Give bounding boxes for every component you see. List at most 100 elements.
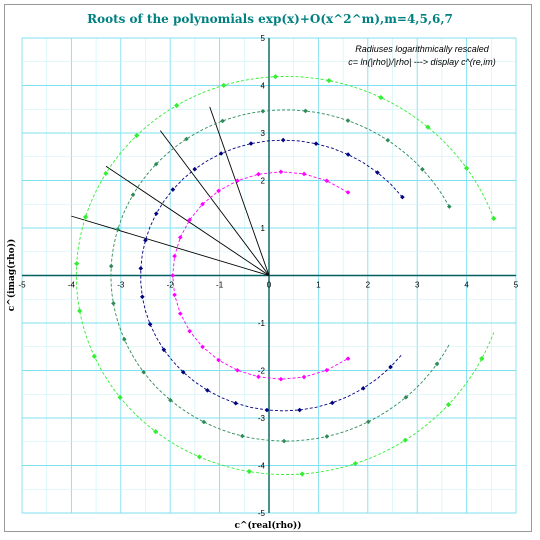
data-point: [345, 118, 351, 123]
data-point: [187, 217, 192, 223]
data-point: [196, 454, 203, 460]
data-point: [326, 78, 332, 84]
data-point: [200, 201, 205, 207]
series-2: [138, 137, 405, 413]
data-point: [140, 294, 145, 300]
y-tick-label: 2: [261, 177, 266, 186]
data-point: [174, 102, 180, 109]
data-point: [479, 356, 485, 362]
x-tick-label: 0: [267, 281, 272, 290]
data-point: [221, 82, 227, 88]
data-point: [303, 108, 308, 114]
data-point: [91, 353, 97, 359]
data-point: [345, 356, 351, 361]
data-point: [256, 171, 261, 177]
x-tick-label: 1: [316, 281, 321, 290]
data-point: [297, 407, 302, 413]
y-axis-label: c^(imag(rho)): [6, 239, 17, 311]
data-point: [216, 188, 221, 194]
series-line: [110, 109, 450, 442]
data-point: [233, 400, 239, 406]
chart-title: Roots of the polynomials exp(x)+O(x^2^m)…: [87, 12, 453, 26]
data-point: [491, 215, 497, 222]
series-1: [170, 169, 351, 382]
data-point: [134, 132, 140, 139]
data-point: [192, 166, 198, 172]
data-point: [130, 192, 136, 198]
data-point: [420, 167, 425, 172]
data-point: [281, 438, 287, 444]
y-tick-label: -4: [258, 462, 266, 471]
data-point: [218, 151, 224, 156]
data-point: [168, 397, 173, 403]
data-point: [77, 308, 83, 314]
data-point: [147, 321, 153, 327]
data-point: [153, 211, 159, 216]
data-point: [141, 369, 146, 375]
ray-line: [209, 106, 270, 276]
series-line: [140, 139, 403, 412]
data-point: [260, 108, 266, 114]
data-point: [200, 344, 205, 350]
y-tick-label: -1: [258, 319, 266, 328]
data-point: [301, 374, 307, 380]
annotation-line-2: c= ln(|rho|)/|rho| ---> display c^(re,im…: [348, 57, 496, 67]
data-point: [177, 235, 183, 240]
y-tick-label: 4: [261, 82, 266, 91]
data-point: [378, 94, 384, 101]
data-point: [445, 402, 452, 408]
x-tick-label: -2: [167, 281, 175, 290]
x-tick-label: -3: [117, 281, 125, 290]
data-point: [205, 388, 210, 393]
data-point: [187, 328, 192, 334]
data-point: [278, 376, 284, 382]
data-point: [108, 263, 114, 269]
data-point: [180, 369, 186, 375]
data-point: [403, 395, 409, 400]
data-point: [82, 214, 89, 220]
data-point: [272, 74, 279, 80]
data-point: [324, 367, 330, 373]
data-point: [352, 460, 358, 467]
data-point: [216, 357, 221, 363]
ray-line: [105, 165, 270, 276]
x-tick-label: -4: [68, 281, 76, 290]
data-point: [161, 347, 167, 353]
series-4: [74, 74, 497, 477]
data-point: [264, 407, 270, 413]
x-axis-label: c^(real(rho)): [234, 520, 301, 531]
x-tick-label: 4: [464, 281, 469, 290]
ray-line: [71, 215, 270, 276]
x-tick-label: -5: [18, 281, 26, 290]
data-point: [345, 190, 351, 195]
y-tick-label: 1: [261, 224, 266, 233]
data-point: [324, 434, 330, 439]
chart-frame: [4, 4, 532, 532]
data-point: [172, 253, 177, 259]
data-point: [402, 437, 408, 443]
data-point: [366, 419, 371, 425]
data-point: [111, 301, 116, 306]
data-point: [143, 237, 148, 243]
series-line: [75, 76, 495, 475]
y-tick-label: -3: [258, 414, 266, 423]
data-point: [434, 361, 440, 367]
data-point: [103, 170, 109, 177]
y-tick-label: 3: [261, 129, 266, 138]
x-tick-label: 5: [514, 281, 519, 290]
data-point: [220, 118, 225, 124]
annotation: Radiuses logarithmically rescaled c= ln(…: [348, 44, 496, 67]
data-point: [388, 364, 393, 370]
data-point: [240, 433, 245, 439]
data-point: [400, 194, 405, 200]
data-point: [345, 152, 351, 157]
data-point: [153, 428, 159, 435]
x-tick-label: 3: [415, 281, 420, 290]
series-3: [108, 108, 452, 444]
x-tick-label: -1: [216, 281, 224, 290]
data-point: [235, 178, 240, 184]
data-point: [201, 419, 207, 425]
data-point: [153, 161, 159, 167]
data-point: [330, 400, 335, 406]
